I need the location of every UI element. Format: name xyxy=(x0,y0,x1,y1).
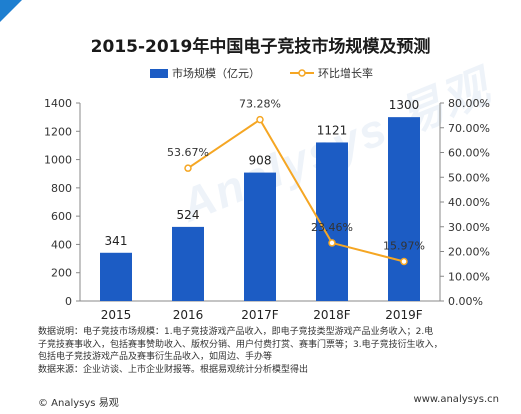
y-left-tick-label: 1400 xyxy=(44,97,72,110)
y-right-tick-label: 70.00% xyxy=(448,122,490,135)
y-left-tick-label: 1200 xyxy=(44,125,72,138)
y-right-tick-label: 50.00% xyxy=(448,171,490,184)
footnote-line-3: 包括电子竞技游戏产品及赛事衍生品收入，如周边、手办等 xyxy=(38,352,273,362)
corner-triangle-mark xyxy=(0,0,22,22)
y-left-tick-label: 800 xyxy=(51,182,72,195)
bar-2015 xyxy=(100,252,132,301)
bar-2018F xyxy=(316,142,348,301)
y-right-tick-label: 30.00% xyxy=(448,221,490,234)
growth-rate-point xyxy=(184,164,192,172)
legend-swatch-line xyxy=(290,69,314,77)
footnote: 数据说明：电子竞技市场规模：1.电子竞技游戏产品收入，即电子竞技类型游戏产品业务… xyxy=(38,326,498,376)
footnote-line-2: 子竞技赛事收入，包括赛事赞助收入、版权分销、用户付费打赏、赛事门票等；3.电子竞… xyxy=(38,339,443,350)
growth-rate-point xyxy=(256,115,264,124)
bar-value-label: 524 xyxy=(177,208,200,222)
y-right-tick-label: 80.00% xyxy=(448,97,490,110)
x-tick-label: 2016 xyxy=(173,308,204,322)
legend-label-growth-rate: 环比增长率 xyxy=(318,67,373,80)
bar-value-label: 341 xyxy=(105,234,128,248)
y-right-tick-label: 40.00% xyxy=(448,196,490,209)
website-link[interactable]: www.analysys.cn xyxy=(413,394,499,405)
bar-value-label: 1121 xyxy=(317,123,348,137)
x-tick-label: 2018F xyxy=(313,308,351,322)
footnote-line-4: 数据来源：企业访谈、上市企业财报等。根据易观统计分析模型得出 xyxy=(38,364,309,375)
legend-item-market-size: 市场规模（亿元） xyxy=(150,65,260,81)
legend-swatch-bar xyxy=(150,69,168,78)
legend-item-growth-rate: 环比增长率 xyxy=(290,65,373,81)
x-tick-label: 2017F xyxy=(241,308,279,322)
y-left-tick-label: 0 xyxy=(65,295,72,308)
copyright-text: © Analysys 易观 xyxy=(38,398,119,409)
x-tick-label: 2019F xyxy=(385,308,423,322)
bar-value-label: 908 xyxy=(249,154,272,168)
growth-rate-label: 23.46% xyxy=(311,221,353,234)
chart-plot: 0 200 400 600 800 1000 1200 1400 0.00% 10.00% 20.0… xyxy=(44,97,490,322)
y-right-tick-label: 60.00% xyxy=(448,147,490,160)
growth-rate-point xyxy=(328,239,336,247)
x-tick-label: 2015 xyxy=(101,308,132,322)
growth-rate-label: 15.97% xyxy=(383,239,425,252)
y-left-tick-label: 400 xyxy=(51,238,72,251)
bar-2017F xyxy=(244,172,276,301)
y-right-tick-label: 0.00% xyxy=(448,295,483,308)
y-left-tick-label: 1000 xyxy=(44,154,72,167)
growth-rate-line xyxy=(187,118,405,263)
growth-rate-label: 53.67% xyxy=(167,146,209,159)
bar-2016 xyxy=(172,226,204,301)
growth-rate-label: 73.28% xyxy=(239,98,281,111)
legend-label-market-size: 市场规模（亿元） xyxy=(172,67,260,80)
y-left-tick-label: 600 xyxy=(51,210,72,223)
growth-rate-point xyxy=(400,257,408,266)
y-left-tick-label: 200 xyxy=(51,267,72,280)
y-right-tick-label: 10.00% xyxy=(448,270,490,283)
bar-2019F xyxy=(388,117,420,302)
bar-value-label: 1300 xyxy=(389,98,420,112)
y-right-tick-label: 20.00% xyxy=(448,246,490,259)
chart-title: 2015-2019年中国电子竞技市场规模及预测 xyxy=(90,37,431,57)
footnote-line-1: 数据说明：电子竞技市场规模：1.电子竞技游戏产品收入，即电子竞技类型游戏产品业务… xyxy=(38,327,434,337)
